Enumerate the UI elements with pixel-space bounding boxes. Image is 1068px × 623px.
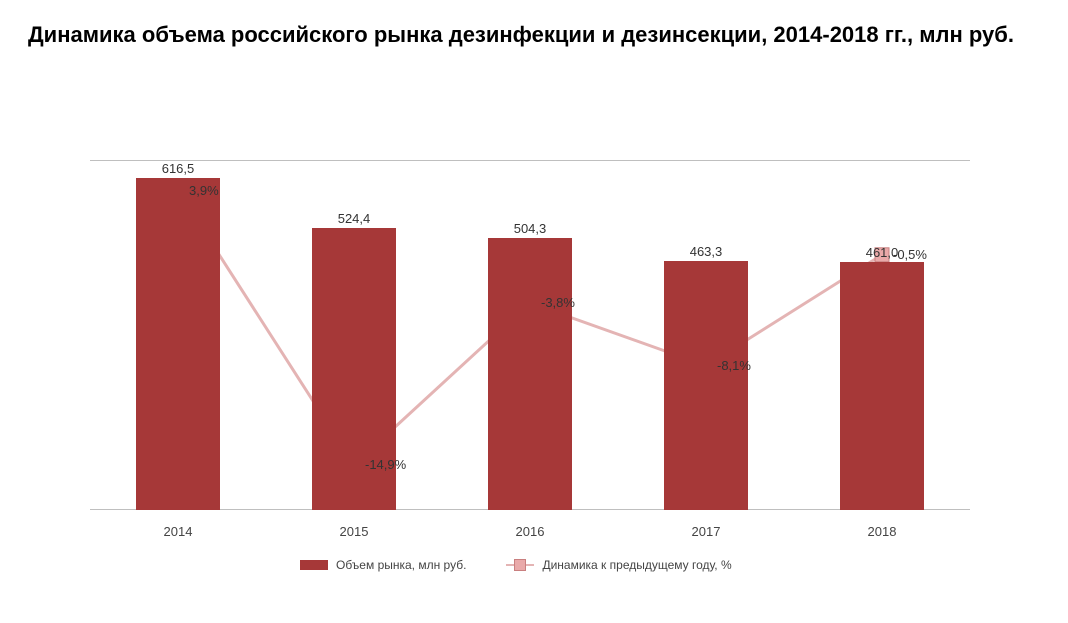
bar-value-label: 463,3 — [690, 244, 723, 261]
x-tick-label: 2014 — [164, 524, 193, 539]
x-tick-label: 2017 — [692, 524, 721, 539]
combo-chart: 616,52014524,42015504,32016463,32017461,… — [90, 160, 970, 510]
x-tick-label: 2016 — [516, 524, 545, 539]
legend-label: Динамика к предыдущему году, % — [542, 558, 731, 572]
bar-swatch-icon — [300, 560, 328, 570]
x-tick-label: 2015 — [340, 524, 369, 539]
legend-item-bar: Объем рынка, млн руб. — [300, 558, 466, 572]
legend-item-line: Динамика к предыдущему году, % — [506, 558, 731, 572]
bar-value-label: 504,3 — [514, 221, 547, 238]
bar-value-label: 616,5 — [162, 161, 195, 178]
line-value-label: -8,1% — [717, 358, 751, 373]
page: Динамика объема российского рынка дезинф… — [0, 0, 1068, 623]
line-value-label: -3,8% — [541, 295, 575, 310]
bar — [488, 238, 572, 510]
bar — [136, 178, 220, 510]
line-value-label: -14,9% — [365, 457, 406, 472]
bar — [664, 261, 748, 510]
chart-title: Динамика объема российского рынка дезинф… — [28, 20, 1028, 50]
legend: Объем рынка, млн руб. Динамика к предыду… — [300, 558, 732, 572]
bar — [840, 262, 924, 510]
bar-value-label: 524,4 — [338, 211, 371, 228]
x-tick-label: 2018 — [868, 524, 897, 539]
line-value-label: -0,5% — [893, 247, 927, 262]
line-value-label: 3,9% — [189, 183, 219, 198]
line-swatch-icon — [506, 560, 534, 570]
legend-label: Объем рынка, млн руб. — [336, 558, 466, 572]
